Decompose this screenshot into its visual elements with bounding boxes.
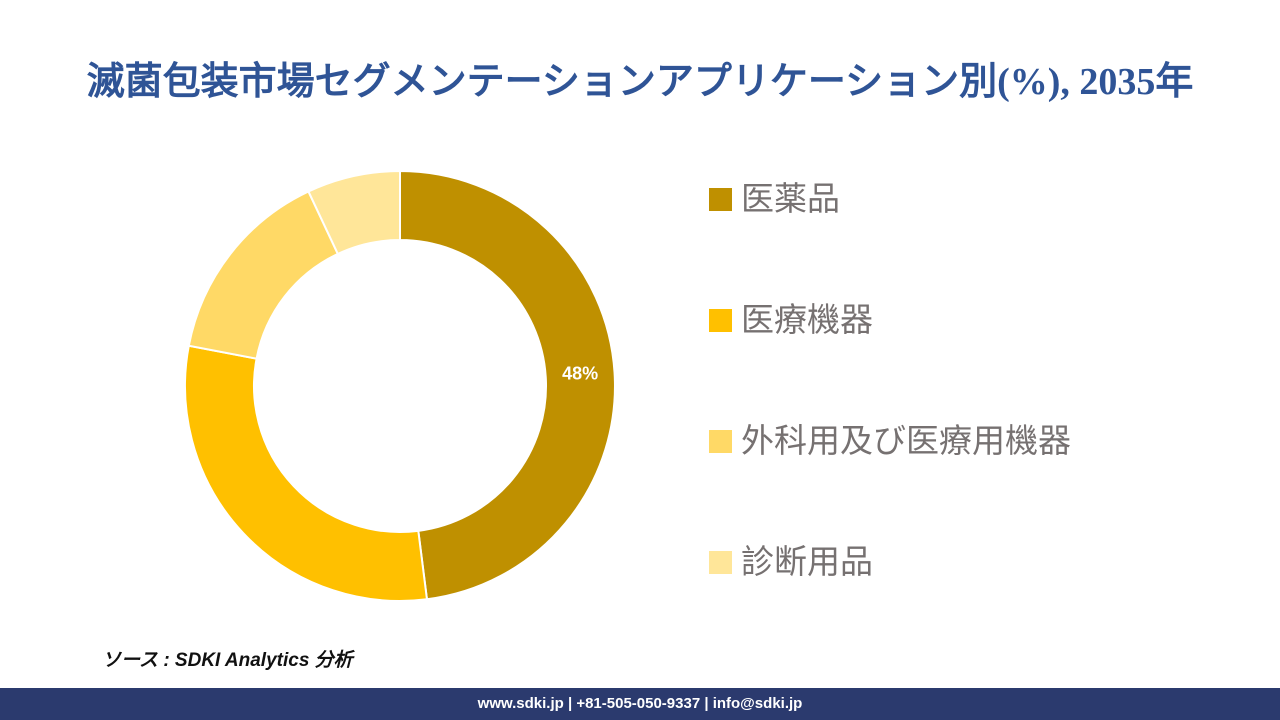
source-attribution: ソース : SDKI Analytics 分析: [102, 650, 353, 671]
donut-chart-container: 48%: [175, 161, 625, 611]
legend-color-swatch: [709, 187, 732, 211]
donut-segment: [184, 344, 429, 602]
legend-item: 医療機器: [709, 298, 1071, 342]
donut-segment: [307, 169, 401, 256]
legend-color-swatch: [709, 429, 732, 453]
legend-label: 医薬品: [741, 180, 840, 217]
legend-label: 外科用及び医療用機器: [741, 422, 1071, 459]
chart-legend: 医薬品 医療機器 外科用及び医療用機器 診断用品: [709, 177, 1071, 661]
donut-segment: [187, 190, 340, 360]
legend-label: 医療機器: [741, 301, 873, 338]
donut-data-label: 48%: [562, 363, 598, 383]
legend-color-swatch: [709, 550, 732, 574]
legend-label: 診断用品: [741, 543, 873, 580]
footer-bar: www.sdki.jp | +81-505-050-9337 | info@sd…: [0, 688, 1280, 720]
donut-chart: 48%: [184, 169, 616, 602]
donut-segment: [399, 169, 616, 601]
legend-color-swatch: [709, 308, 732, 332]
footer-contact-text: www.sdki.jp | +81-505-050-9337 | info@sd…: [477, 695, 803, 712]
legend-item: 医薬品: [709, 177, 1071, 221]
legend-item: 外科用及び医療用機器: [709, 419, 1071, 463]
chart-title: 滅菌包装市場セグメンテーションアプリケーション別(%), 2035年: [86, 61, 1194, 103]
legend-item: 診断用品: [709, 540, 1071, 584]
